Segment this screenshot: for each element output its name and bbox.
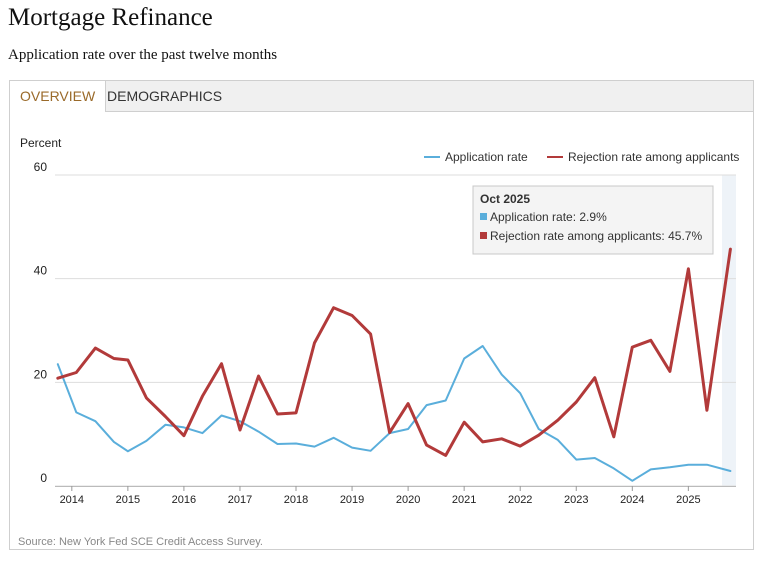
- source-note: Source: New York Fed SCE Credit Access S…: [18, 536, 263, 548]
- x-tick-label: 2021: [452, 494, 476, 506]
- chart-panel: OVERVIEW DEMOGRAPHICS: [9, 80, 754, 550]
- x-tick-label: 2016: [172, 494, 196, 506]
- x-tick-label: 2019: [340, 494, 364, 506]
- page-title: Mortgage Refinance: [8, 4, 213, 31]
- hover-highlight-band: [721, 175, 736, 486]
- page-subtitle: Application rate over the past twelve mo…: [8, 47, 278, 63]
- tab-demographics[interactable]: DEMOGRAPHICS: [107, 88, 223, 104]
- y-tick-label: 40: [34, 264, 48, 278]
- x-tick-label: 2025: [676, 494, 700, 506]
- y-axis-title: Percent: [20, 136, 62, 150]
- tooltip-title: Oct 2025: [480, 192, 530, 206]
- x-tick-label: 2018: [284, 494, 308, 506]
- legend-rejection-label: Rejection rate among applicants: [568, 150, 739, 164]
- y-tick-label: 20: [34, 367, 48, 381]
- tooltip-rejection-swatch: [480, 232, 487, 239]
- x-tick-label: 2024: [620, 494, 644, 506]
- y-tick-label: 60: [34, 160, 48, 174]
- tooltip-application-swatch: [480, 213, 487, 220]
- x-tick-label: 2020: [396, 494, 420, 506]
- tooltip-box: [472, 185, 714, 255]
- tooltip-application-value: Application rate: 2.9%: [490, 210, 607, 224]
- x-tick-label: 2014: [60, 494, 84, 506]
- y-tick-label: 0: [40, 471, 47, 485]
- rejection-rate-line: [56, 247, 732, 457]
- tab-overview[interactable]: OVERVIEW: [10, 81, 107, 112]
- x-tick-label: 2022: [508, 494, 532, 506]
- tooltip-rejection-value: Rejection rate among applicants: 45.7%: [490, 229, 702, 243]
- x-tick-label: 2023: [564, 494, 588, 506]
- tab-bar: OVERVIEW DEMOGRAPHICS: [10, 81, 753, 112]
- x-tick-label: 2017: [228, 494, 252, 506]
- x-tick-label: 2015: [116, 494, 140, 506]
- legend-application-label: Application rate: [445, 150, 528, 164]
